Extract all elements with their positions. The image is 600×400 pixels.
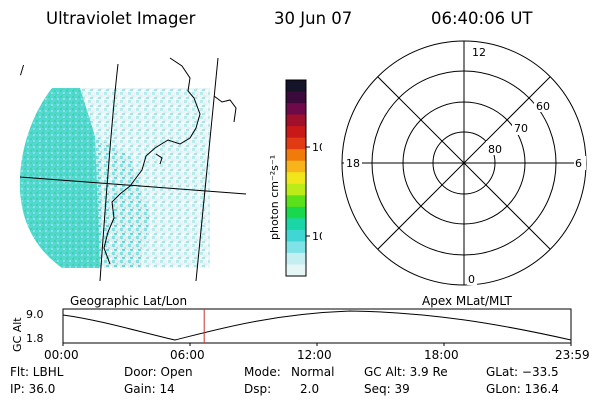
colorbar-band [286,91,306,104]
glat-label: GLat: −33.5 [486,365,559,379]
mode-value: Normal [291,365,335,379]
gc-alt-label: GC Alt: 3.9 Re [364,365,448,379]
xtick-18: 18:00 [424,348,459,362]
altitude-ytick-9: 9.0 [26,308,44,321]
ip-label: IP: 36.0 [10,382,56,396]
colorbar-band [286,264,306,277]
lat-lon-grid [19,57,247,282]
colorbar-gradient [286,80,306,277]
colorbar-band [286,229,306,243]
xtick-12: 12:00 [297,348,332,362]
colorbar-band [286,195,306,208]
time-label: 06:40:06 UT [431,9,533,28]
dsp-key: Dsp: [244,382,272,396]
colorbar-band [286,218,306,231]
aurora-glow [19,88,210,268]
geographic-label: Geographic Lat/Lon [70,294,188,308]
glon-label: GLon: 136.4 [486,382,559,396]
mlt-label-0: 0 [468,273,475,286]
corner-mark: / [20,63,25,77]
mlt-label-12: 12 [472,46,486,59]
xtick-00: 00:00 [44,348,79,362]
altitude-curve [62,310,572,341]
header-bar: Ultraviolet Imager 30 Jun 07 06:40:06 UT [46,9,533,28]
altitude-ylabel: GC Alt [11,317,24,352]
colorbar-band [286,172,306,185]
door-label: Door: Open [124,365,193,379]
colorbar-band [286,80,306,93]
colorbar-unit-label: photon cm⁻²s⁻¹ [268,155,281,240]
mode-key: Mode: [244,365,281,379]
colorbar-band [286,252,306,266]
xtick-2359: 23:59 [555,348,590,362]
coastline [103,57,237,265]
colorbar-band [286,183,306,196]
altitude-ytick-1-8: 1.8 [26,332,44,345]
colorbar-band [286,206,306,219]
colorbar-band [286,126,306,139]
xtick-06: 06:00 [170,348,205,362]
apex-label: Apex MLat/MLT [422,294,512,308]
colorbar-tick-10: 10 [312,230,322,243]
colorbar-frame [285,79,307,277]
mlat-label-80: 80 [488,143,502,156]
mlat-label-60: 60 [536,100,550,113]
altitude-frame [62,308,572,344]
colorbar-band [286,114,306,127]
colorbar-tick-100: 100 [312,141,322,154]
gain-label: Gain: 14 [124,382,175,396]
colorbar: 100 10 photon cm⁻²s⁻¹ [268,79,322,277]
mlat-label-70: 70 [514,122,528,135]
date-label: 30 Jun 07 [274,9,352,28]
colorbar-band [286,103,306,116]
dsp-value: 2.0 [300,382,320,396]
colorbar-band [286,160,306,173]
mlt-label-6: 6 [575,157,582,170]
altitude-plot: GC Alt 9.0 1.8 00:00 06:00 12:00 18:00 2… [11,308,590,362]
colorbar-band [286,137,306,150]
polar-grid: 12 18 6 0 60 70 80 [341,40,587,286]
instrument-title: Ultraviolet Imager [46,9,196,28]
polar-spokes [342,41,586,285]
filter-label: Flt: LBHL [10,365,64,379]
colorbar-band [286,149,306,162]
colorbar-band [286,241,306,254]
seq-label: Seq: 39 [364,382,410,396]
mlt-label-18: 18 [346,157,360,170]
geographic-image-panel: / [19,57,247,282]
